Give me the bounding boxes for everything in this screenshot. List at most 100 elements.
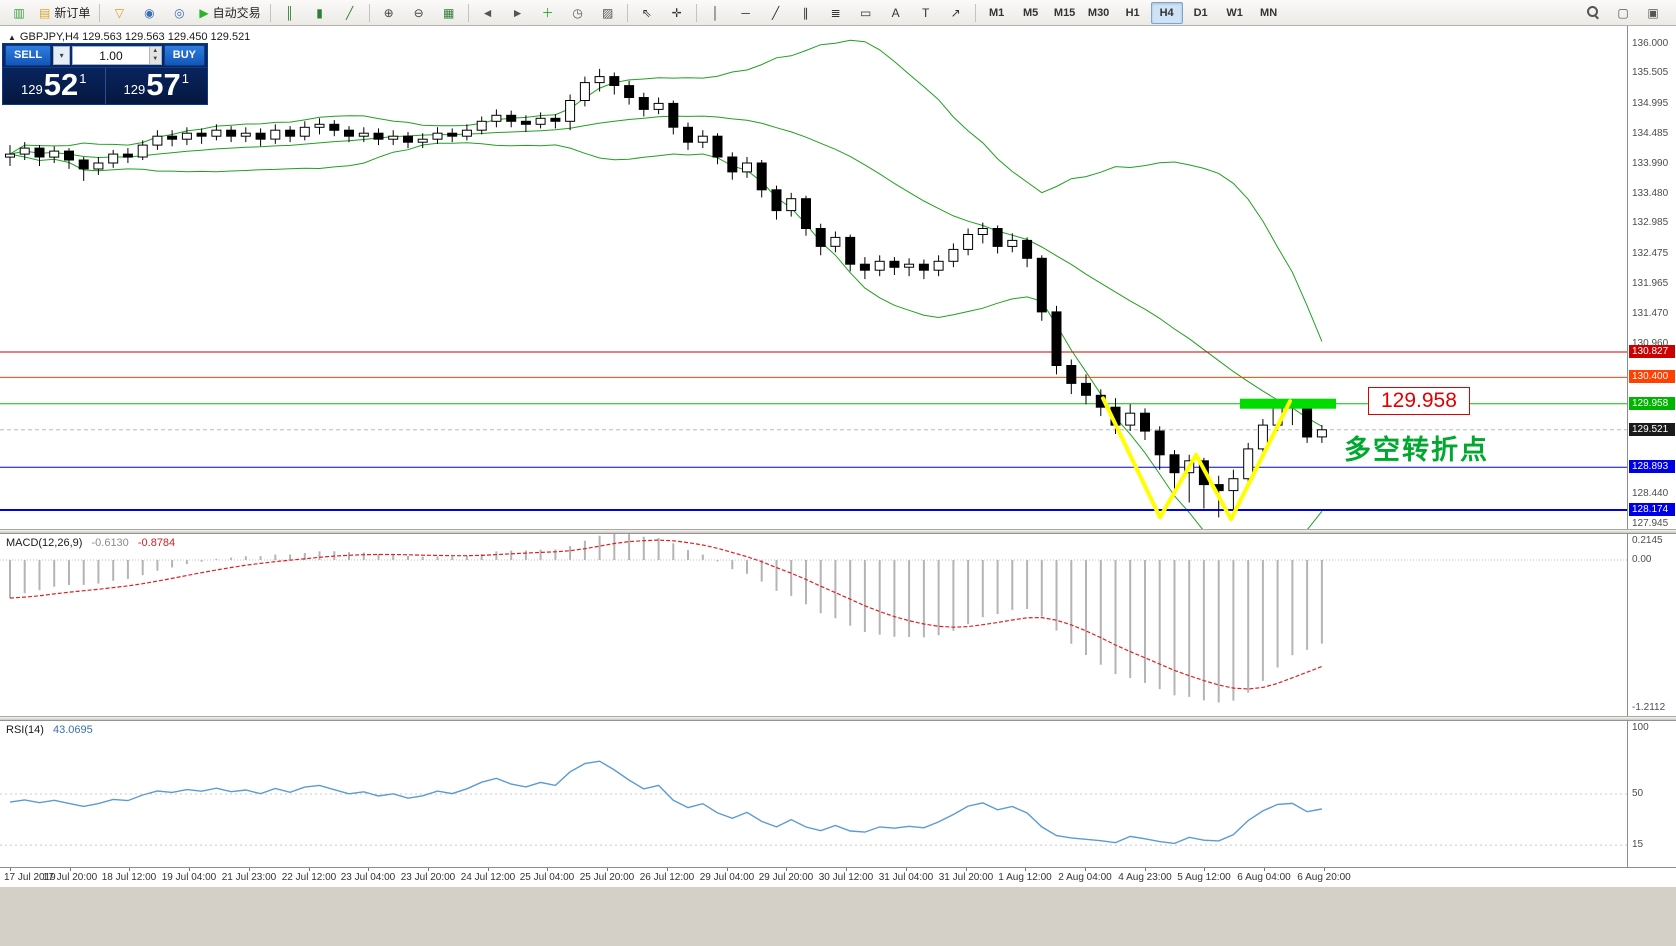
candle[interactable] — [1051, 311, 1062, 366]
timeframe-d1[interactable]: D1 — [1193, 6, 1208, 19]
candle[interactable] — [5, 153, 15, 158]
candle[interactable] — [476, 120, 487, 131]
candle[interactable] — [845, 236, 856, 265]
bollinger-middle-line[interactable] — [9, 115, 1323, 427]
candle[interactable] — [918, 263, 929, 271]
timeframe-m1[interactable]: M1 — [988, 6, 1005, 19]
candle[interactable] — [417, 138, 428, 143]
candle[interactable] — [977, 228, 988, 235]
bollinger-lower-line[interactable] — [9, 142, 1323, 529]
candle[interactable] — [1316, 429, 1327, 438]
new-order-button[interactable]: ▤ 新订单 — [35, 2, 94, 24]
candle[interactable] — [491, 114, 502, 122]
sell-price[interactable]: 129 52 1 — [3, 68, 105, 104]
candle[interactable] — [226, 129, 237, 137]
candle[interactable] — [904, 263, 915, 268]
candle[interactable] — [34, 147, 45, 158]
candle[interactable] — [653, 102, 664, 110]
candle[interactable] — [594, 76, 605, 84]
candle[interactable] — [992, 228, 1003, 247]
candle[interactable] — [329, 123, 340, 131]
data-window-button[interactable]: ◉ — [135, 2, 163, 24]
volume-input[interactable]: 1.00 ▲ ▼ — [72, 46, 162, 65]
candle[interactable] — [1154, 430, 1165, 456]
macd-chart[interactable] — [0, 534, 1676, 716]
candle[interactable] — [1066, 365, 1077, 384]
fibonacci-button[interactable]: ≣ — [822, 2, 850, 24]
candle[interactable] — [756, 162, 767, 191]
price-annotation-label[interactable]: 129.958 — [1368, 387, 1470, 415]
timeframe-m15[interactable]: M15 — [1053, 6, 1076, 19]
label-button[interactable]: T — [912, 2, 940, 24]
tile-windows-button[interactable]: ▦ — [435, 2, 463, 24]
horizontal-line-button[interactable]: ─ — [732, 2, 760, 24]
rsi-chart[interactable] — [0, 721, 1676, 867]
auto-scroll-button[interactable]: ◄ — [474, 2, 502, 24]
candle[interactable] — [1022, 239, 1033, 259]
candle[interactable] — [122, 153, 133, 158]
candle[interactable] — [712, 135, 723, 158]
candle[interactable] — [1169, 454, 1180, 474]
periods-button[interactable]: ◷ — [564, 2, 592, 24]
candle[interactable] — [815, 228, 826, 247]
candle[interactable] — [1125, 412, 1136, 426]
candle[interactable] — [948, 248, 959, 262]
candle[interactable] — [137, 144, 148, 158]
candle[interactable] — [771, 189, 782, 212]
timeframe-mn[interactable]: MN — [1260, 6, 1278, 19]
candlestick-chart-button[interactable]: ▮ — [306, 2, 334, 24]
crosshair-button[interactable]: ✛ — [663, 2, 691, 24]
candle[interactable] — [889, 260, 900, 268]
candle[interactable] — [933, 260, 944, 271]
candle[interactable] — [520, 120, 531, 125]
trendline-button[interactable]: ╱ — [762, 2, 790, 24]
search-button[interactable] — [1579, 2, 1607, 24]
autotrading-button[interactable]: ▶ 自动交易 — [195, 2, 264, 24]
candle[interactable] — [830, 236, 841, 247]
volume-down-icon[interactable]: ▼ — [152, 56, 159, 62]
candle[interactable] — [1036, 257, 1047, 313]
price-chart[interactable] — [0, 26, 1676, 529]
templates-button[interactable]: ▨ — [594, 2, 622, 24]
pane-splitter[interactable] — [0, 716, 1676, 721]
zoom-in-button[interactable]: ⊕ — [375, 2, 403, 24]
macd-signal-line[interactable] — [9, 539, 1323, 690]
timeframe-h1[interactable]: H1 — [1125, 6, 1140, 19]
candle[interactable] — [506, 114, 517, 122]
candle[interactable] — [49, 150, 60, 158]
candle[interactable] — [19, 147, 30, 155]
candle[interactable] — [609, 76, 620, 86]
candle[interactable] — [742, 162, 752, 173]
candle[interactable] — [373, 132, 384, 140]
candle[interactable] — [211, 129, 222, 137]
text-button[interactable]: A — [882, 2, 910, 24]
candle[interactable] — [535, 117, 546, 125]
candle[interactable] — [801, 198, 811, 229]
timeframe-m5[interactable]: M5 — [1022, 6, 1039, 19]
support-button[interactable]: ◎ — [165, 2, 193, 24]
volume-up-icon[interactable]: ▲ — [152, 48, 159, 54]
candle[interactable] — [550, 117, 561, 122]
zigzag-annotation[interactable] — [1101, 396, 1292, 522]
time-axis[interactable]: 17 Jul 2019 17 Jul 20:00 18 Jul 12:00 19 Ju… — [0, 867, 1676, 886]
candle[interactable] — [314, 123, 325, 128]
new-chart-window-button[interactable]: ▢ — [1609, 2, 1637, 24]
candle[interactable] — [638, 97, 649, 110]
candle[interactable] — [240, 132, 251, 137]
candle[interactable] — [963, 234, 974, 250]
timeframe-m30[interactable]: M30 — [1087, 6, 1110, 19]
candle[interactable] — [358, 132, 369, 137]
timeframe-h4[interactable]: H4 — [1150, 1, 1183, 24]
candle[interactable] — [181, 132, 192, 140]
market-watch-button[interactable]: ▽ — [105, 2, 133, 24]
candle[interactable] — [859, 263, 870, 271]
bollinger-upper-line[interactable] — [9, 39, 1323, 342]
turning-point-note[interactable]: 多空转折点 — [1344, 435, 1489, 465]
candle[interactable] — [624, 85, 635, 98]
chart-shift-button[interactable]: ► — [504, 2, 532, 24]
candle[interactable] — [565, 100, 576, 122]
candle[interactable] — [78, 159, 89, 170]
pane-splitter[interactable] — [0, 529, 1676, 534]
candle[interactable] — [461, 129, 472, 137]
channel-button[interactable]: ∥ — [792, 2, 820, 24]
